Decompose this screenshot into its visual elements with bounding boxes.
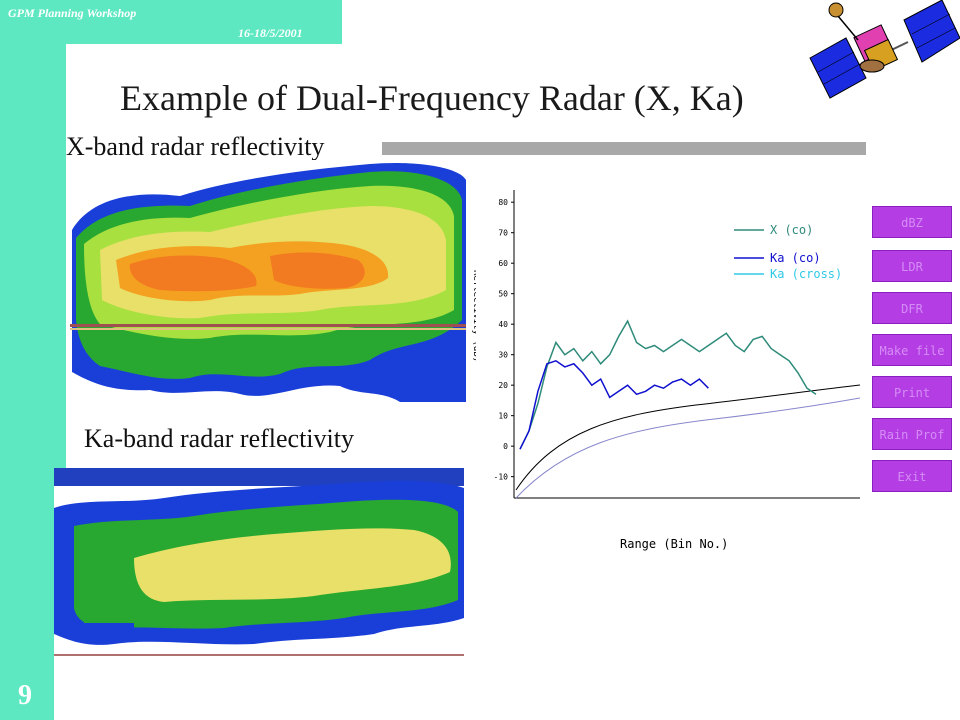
make-file-button[interactable]: Make file [872,334,952,366]
series-line-1 [519,359,709,450]
header-band [0,0,342,44]
xband-reflectivity-image: Reflectivity (dB) [70,160,481,402]
dual-frequency-profile-chart: 80 70 60 50 40 30 20 10 0 -10 X (co) Ka (co) Ka (cr… [476,180,868,560]
print-button[interactable]: Print [872,376,952,408]
legend-label: Ka (co) [770,251,821,265]
y-tick-label: 40 [498,320,508,329]
noise-curve-black [515,384,861,491]
ldr-button[interactable]: LDR [872,250,952,282]
y-axis: 80 70 60 50 40 30 20 10 0 -10 [494,198,514,482]
xband-ground-line [70,324,466,327]
y-tick-label: 0 [503,442,508,451]
exit-button[interactable]: Exit [872,460,952,492]
satellite-logo [809,0,960,99]
dfr-button[interactable]: DFR [872,292,952,324]
y-tick-label: 80 [498,198,508,207]
x-axis-label: Range (Bin No.) [620,537,728,551]
xband-echo-orange [116,241,389,302]
workshop-title: GPM Planning Workshop [8,6,137,20]
y-tick-label: 30 [498,351,508,360]
dbz-button[interactable]: dBZ [872,206,952,238]
y-tick-label: 50 [498,290,508,299]
page-number: 9 [18,680,32,711]
rain-prof-button[interactable]: Rain Prof [872,418,952,450]
y-tick-label: 10 [498,412,508,421]
kaband-reflectivity-image [54,468,464,720]
series-lines [519,319,817,450]
legend-label: X (co) [770,223,813,237]
slide-title: Example of Dual-Frequency Radar (X, Ka) [120,78,744,118]
kaband-echo-yellow [134,528,451,602]
kaband-label: Ka-band radar reflectivity [84,424,354,453]
workshop-date: 16-18/5/2001 [238,26,303,40]
y-tick-label: 60 [498,259,508,268]
y-tick-label: 70 [498,229,508,238]
y-tick-label: 20 [498,381,508,390]
series-line-0 [519,319,817,450]
title-underline-bar [382,142,866,155]
legend-label: Ka (cross) [770,267,842,281]
noise-curve-gray [515,397,861,499]
chart-legend: X (co) Ka (co) Ka (cross) [734,223,842,281]
y-tick-label: -10 [494,473,509,482]
xband-label: X-band radar reflectivity [66,132,325,161]
